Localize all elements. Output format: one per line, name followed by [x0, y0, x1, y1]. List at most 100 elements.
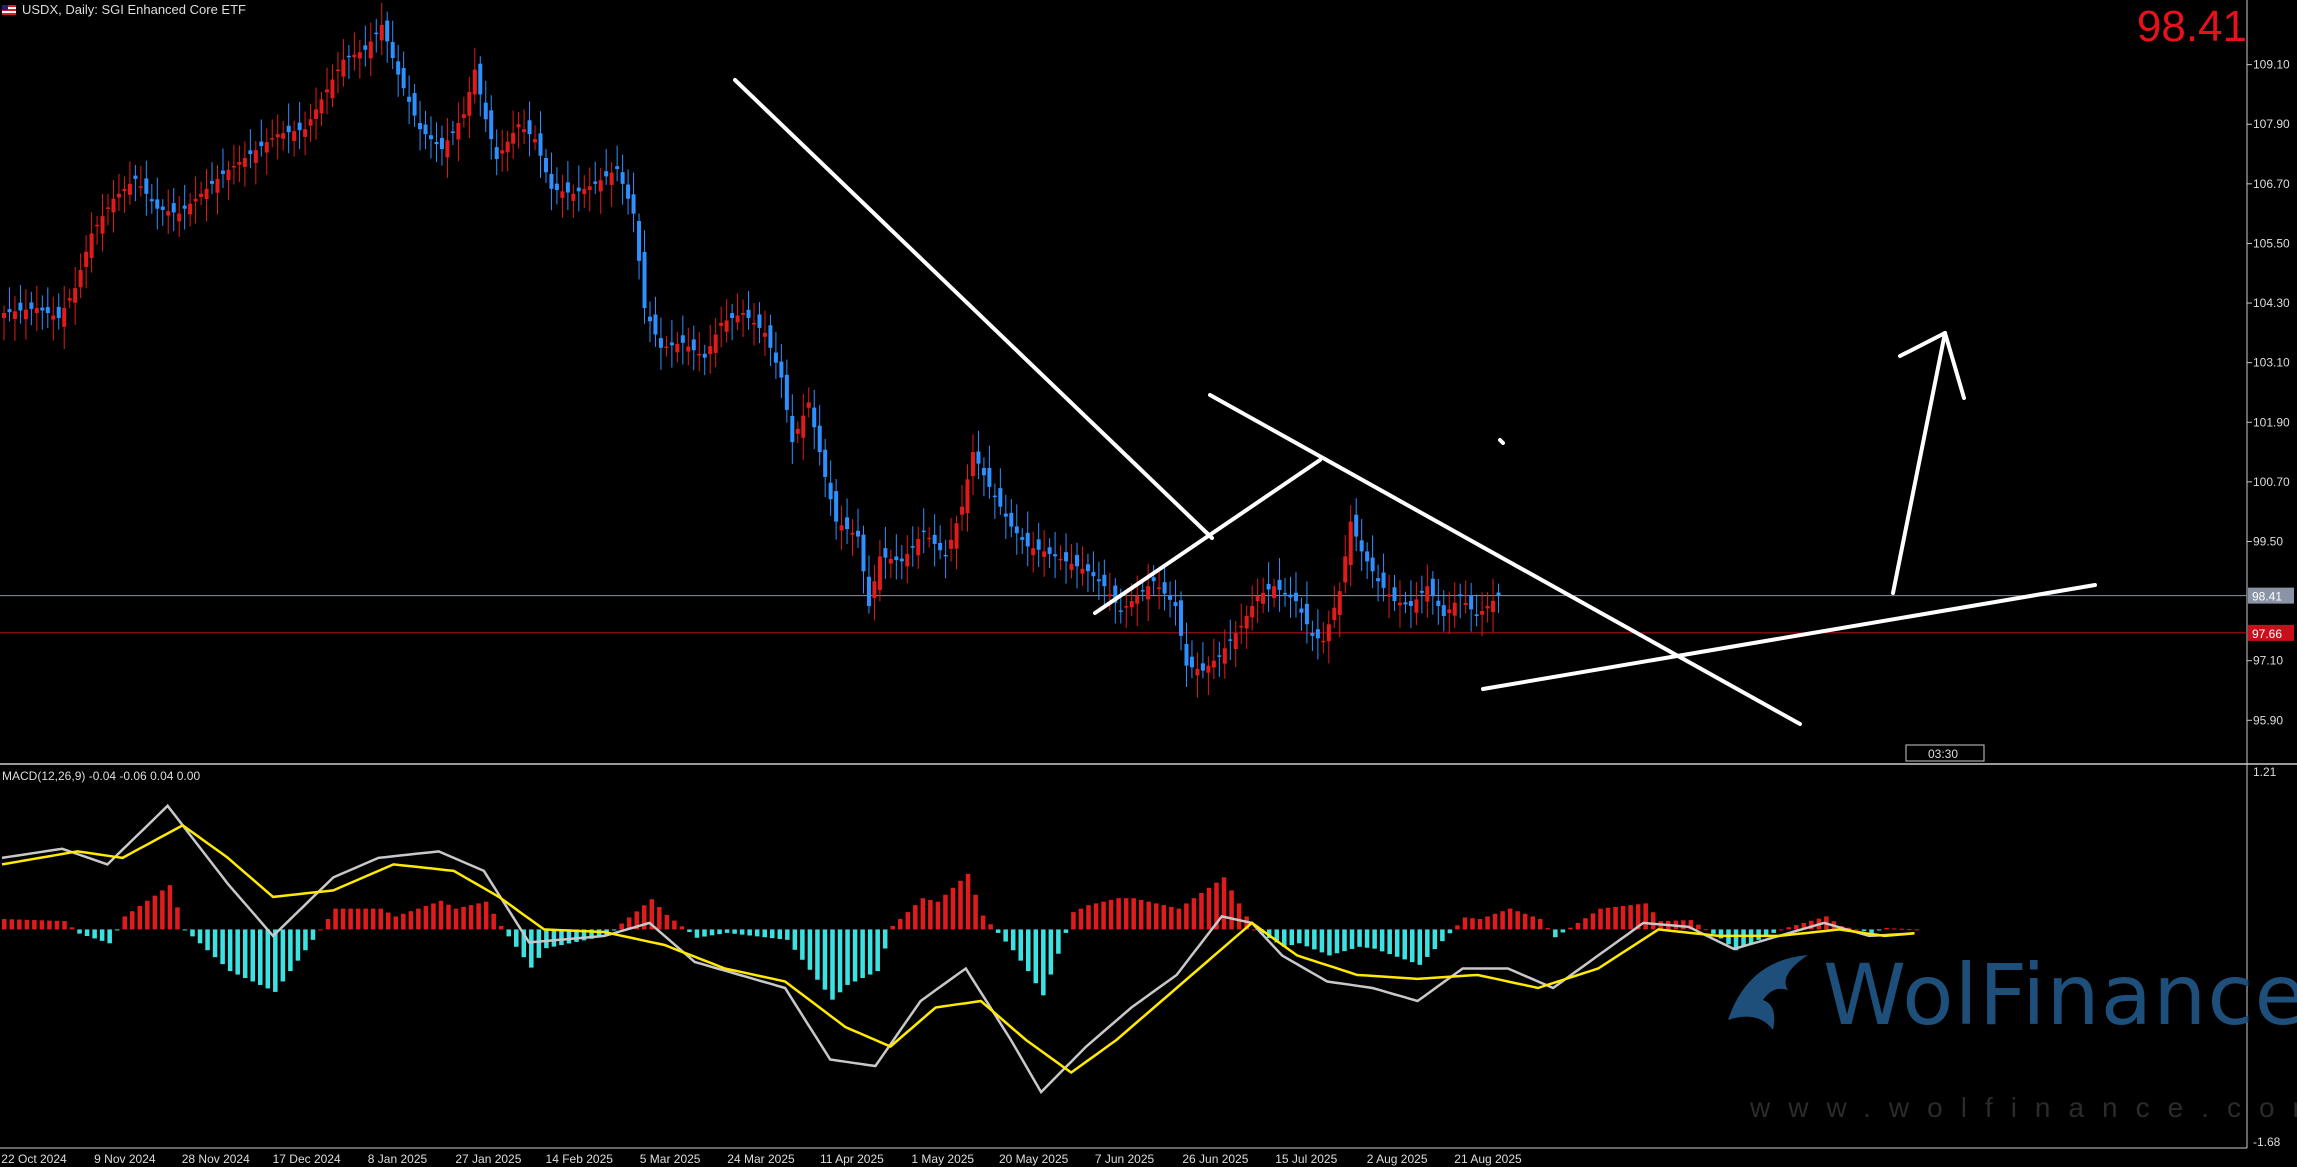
candle-body: [905, 553, 910, 567]
macd-histogram-bar: [363, 908, 368, 930]
candle-body: [691, 339, 696, 351]
candle-body: [385, 20, 390, 42]
macd-histogram-bar: [416, 908, 421, 930]
candle-body: [1458, 594, 1463, 597]
macd-histogram-bar: [1410, 929, 1415, 963]
macd-histogram-bar: [1041, 929, 1046, 996]
macd-histogram-bar: [9, 919, 15, 930]
macd-histogram-bar: [1620, 906, 1626, 930]
macd-histogram-bar: [1876, 929, 1882, 931]
price-tick-label: 99.50: [2253, 534, 2283, 548]
date-tick-label: 22 Oct 2024: [1, 1152, 67, 1166]
date-tick-label: 21 Aug 2025: [1454, 1152, 1522, 1166]
candle-body: [965, 479, 970, 514]
candle-body: [286, 125, 291, 133]
candle-body: [1474, 614, 1479, 616]
candle-body: [210, 180, 215, 184]
macd-histogram-bar: [1342, 929, 1347, 952]
candle-body: [1233, 633, 1238, 650]
price-tick-label: 100.70: [2253, 475, 2290, 489]
macd-histogram-bar: [709, 929, 715, 936]
macd-histogram-bar: [913, 905, 918, 930]
macd-axis-top-label: 1.21: [2253, 765, 2277, 779]
macd-histogram-bar: [1048, 929, 1054, 975]
macd-histogram-bar: [1379, 929, 1385, 952]
macd-histogram-bar: [114, 929, 120, 931]
macd-histogram-bar: [1161, 905, 1167, 930]
macd-histogram-bar: [1884, 928, 1889, 930]
macd-histogram-bar: [920, 898, 926, 930]
macd-histogram-bar: [875, 929, 880, 972]
candle-body: [390, 42, 395, 59]
candle-body: [1293, 592, 1298, 602]
us-flag-icon: [2, 4, 16, 15]
macd-histogram-bar: [1861, 929, 1867, 932]
macd-histogram-bar: [355, 908, 361, 930]
candle-body: [1058, 558, 1063, 561]
candle-body: [270, 138, 275, 140]
candle-body: [1272, 586, 1277, 598]
macd-histogram-bar: [137, 906, 143, 930]
candle-body: [1463, 602, 1468, 606]
macd-histogram-bar: [1003, 929, 1008, 942]
candle-body: [138, 186, 143, 188]
candle-body: [543, 158, 548, 173]
macd-histogram-bar: [1417, 929, 1423, 965]
candle-body: [1140, 590, 1145, 592]
candle-body: [1397, 602, 1402, 606]
macd-histogram-bar: [739, 929, 745, 935]
candle-body: [237, 161, 242, 165]
candle-body: [697, 353, 702, 356]
macd-histogram-bar: [1635, 904, 1641, 930]
macd-histogram-bar: [288, 929, 293, 972]
candle-body: [29, 302, 34, 309]
candle-body: [790, 415, 795, 443]
candle-body: [264, 142, 269, 153]
macd-histogram-bar: [1906, 929, 1912, 931]
macd-histogram-bar: [1071, 912, 1076, 930]
macd-axis-bottom-label: -1.68: [2253, 1135, 2281, 1149]
macd-histogram-bar: [1447, 929, 1453, 934]
candle-body: [1184, 643, 1189, 666]
macd-histogram-bar: [1515, 911, 1520, 930]
candle-body: [314, 109, 319, 119]
macd-histogram-bar: [1432, 929, 1438, 950]
candle-body: [1261, 592, 1266, 604]
candle-body: [916, 538, 921, 556]
price-tick-label: 95.90: [2253, 713, 2283, 727]
trendline-descending-2: [1208, 393, 1802, 726]
macd-histogram-bar: [77, 929, 82, 934]
candle-body: [324, 89, 329, 93]
macd-line: [1, 803, 1915, 1095]
candle-body: [1496, 592, 1501, 596]
macd-histogram-bar: [205, 929, 210, 951]
macd-histogram-bar: [32, 920, 37, 930]
macd-histogram-bar: [830, 929, 835, 1000]
candle-body: [593, 181, 598, 184]
candle-body: [1162, 582, 1167, 594]
macd-histogram-bar: [1221, 877, 1227, 930]
candle-body: [1031, 548, 1036, 556]
macd-histogram-bar: [1771, 929, 1776, 933]
macd-histogram-bar: [1440, 929, 1445, 942]
macd-histogram-bar: [212, 929, 218, 958]
candle-body: [319, 99, 324, 114]
macd-histogram-bar: [160, 890, 165, 930]
candle-body: [1047, 547, 1052, 554]
macd-histogram-bar: [732, 929, 737, 934]
candle-body: [1392, 587, 1397, 602]
macd-histogram-bar: [1274, 929, 1279, 943]
candle-body: [1080, 568, 1085, 574]
macd-histogram-bar: [642, 905, 647, 930]
macd-histogram-bar: [777, 929, 783, 939]
candle-body: [752, 322, 756, 325]
candle-body: [489, 110, 494, 140]
countdown-label: 03:30: [1928, 747, 1958, 761]
macd-histogram-bar: [1756, 929, 1761, 940]
macd-histogram-bar: [950, 887, 956, 930]
candle-body: [806, 402, 811, 408]
macd-histogram-bar: [679, 926, 685, 930]
macd-histogram-bar: [333, 908, 338, 930]
candle-body: [609, 172, 614, 185]
